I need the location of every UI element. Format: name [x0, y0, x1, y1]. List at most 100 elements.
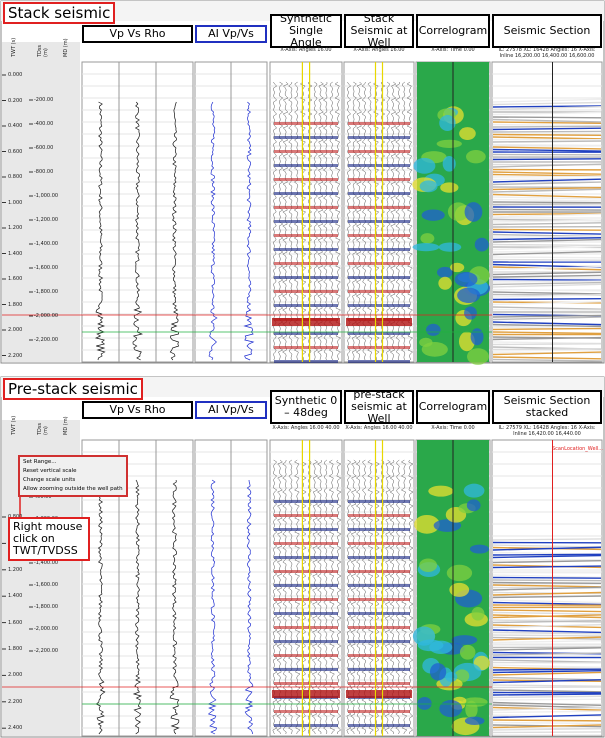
twt-tick-label: 2.200	[8, 698, 23, 705]
correlogram-blob	[440, 182, 459, 193]
section-stripe	[492, 574, 602, 579]
seismic-trace	[361, 459, 366, 735]
section-stripe	[492, 704, 602, 709]
depth-tick-label: 400.00	[34, 494, 52, 500]
reflector	[274, 584, 338, 587]
section-stripe	[492, 130, 602, 133]
section-stripe	[492, 358, 602, 362]
event	[272, 318, 340, 326]
axis-header: TWT (s)	[11, 37, 17, 57]
reflector	[348, 262, 410, 265]
reflector	[274, 248, 338, 251]
reflector	[274, 598, 338, 601]
section-stripe	[492, 314, 602, 318]
menu-item[interactable]: Change scale units	[23, 477, 76, 483]
seismic-trace	[328, 459, 336, 735]
reflector	[348, 682, 410, 685]
section-stripe	[492, 706, 602, 711]
section-stripe	[492, 576, 602, 579]
twt-tick-label: 0.200	[8, 97, 23, 104]
correlogram-blob	[467, 348, 489, 365]
menu-item[interactable]: Allow zooming outside the well path	[23, 486, 123, 492]
correlogram-blob	[459, 127, 476, 140]
correlogram-blob	[466, 499, 481, 512]
section-stripe	[492, 343, 602, 346]
correlogram-blob	[439, 700, 463, 718]
track-header: Correlogram	[416, 390, 490, 424]
section-stripe	[492, 163, 602, 168]
correlogram-blob	[428, 485, 454, 497]
reflector	[348, 668, 410, 671]
reflector	[348, 598, 410, 601]
reflector	[274, 234, 338, 237]
section-stripe	[492, 714, 602, 719]
reflector	[274, 654, 338, 657]
section-stripe	[492, 639, 602, 644]
twt-tick-label: 0.400	[8, 123, 23, 129]
section-stripe	[492, 243, 602, 247]
section-stripe	[492, 652, 602, 656]
section-stripe	[492, 601, 602, 606]
section-stripe	[492, 538, 602, 541]
section-stripe	[492, 198, 602, 202]
reflector	[274, 164, 338, 167]
seismic-trace	[294, 459, 301, 735]
menu-item[interactable]: Reset vertical scale	[23, 468, 77, 474]
section-stripe	[492, 670, 602, 674]
reflector	[348, 192, 410, 195]
track-header: Vp Vs Rho	[82, 401, 193, 419]
track-subtitle: X-Axis: Time 0.00	[431, 47, 475, 53]
section-stripe	[492, 288, 602, 292]
reflector	[348, 220, 410, 223]
reflector	[274, 122, 338, 125]
menu-item[interactable]: Set Range...	[23, 459, 57, 465]
depth-tick-label: -2,200.00	[34, 648, 59, 654]
section-stripe	[492, 689, 602, 693]
section-stripe	[492, 178, 602, 183]
depth-tick-label: -200.00	[34, 97, 54, 103]
track-header: pre-stack seismic at Well	[344, 389, 414, 425]
log-curve	[243, 101, 255, 361]
correlogram-blob	[429, 663, 447, 681]
section-stripe	[492, 553, 602, 556]
section-stripe	[492, 256, 602, 259]
section-stripe	[492, 659, 602, 663]
reflector	[348, 556, 410, 559]
twt-tick-label: 1.400	[8, 593, 23, 600]
seismic-trace	[273, 81, 278, 361]
track-subtitle: X-Axis: Time 0.00	[431, 425, 475, 431]
correlogram-blob	[438, 276, 452, 290]
correlogram-blob	[463, 483, 485, 498]
section-stripe	[492, 188, 602, 193]
log-curve	[132, 101, 143, 361]
correlogram-blob	[474, 237, 489, 252]
seismic-trace	[389, 459, 395, 735]
section-stripe	[492, 679, 602, 684]
correlogram-blob	[413, 157, 436, 174]
section-stripe	[492, 212, 602, 216]
twt-tick-label: 2.200	[8, 352, 23, 359]
correlogram-blob	[465, 700, 478, 719]
reflector	[274, 542, 338, 545]
section-stripe	[492, 620, 602, 624]
reflector	[348, 234, 410, 237]
section-stripe	[492, 308, 602, 311]
section-stripe	[492, 278, 602, 281]
reflector	[348, 248, 410, 251]
section-stripe	[492, 213, 602, 218]
event	[346, 690, 412, 698]
section-stripe	[492, 175, 602, 178]
reflector	[348, 528, 410, 531]
section-stripe	[492, 676, 602, 681]
reflector	[348, 514, 410, 517]
depth-tick-label: -1,800.00	[34, 289, 59, 295]
section-stripe	[492, 297, 602, 301]
reflector	[348, 304, 410, 307]
twt-tick-label: 2.000	[8, 672, 23, 679]
section-stripe	[492, 710, 602, 714]
section-stripe	[492, 611, 602, 615]
reflector	[348, 570, 410, 573]
track-subtitle: IL: 27579 XL: 16428 Angles: 16 X-Axis: I…	[498, 425, 596, 437]
reflector	[274, 528, 338, 531]
reflector	[348, 290, 410, 293]
